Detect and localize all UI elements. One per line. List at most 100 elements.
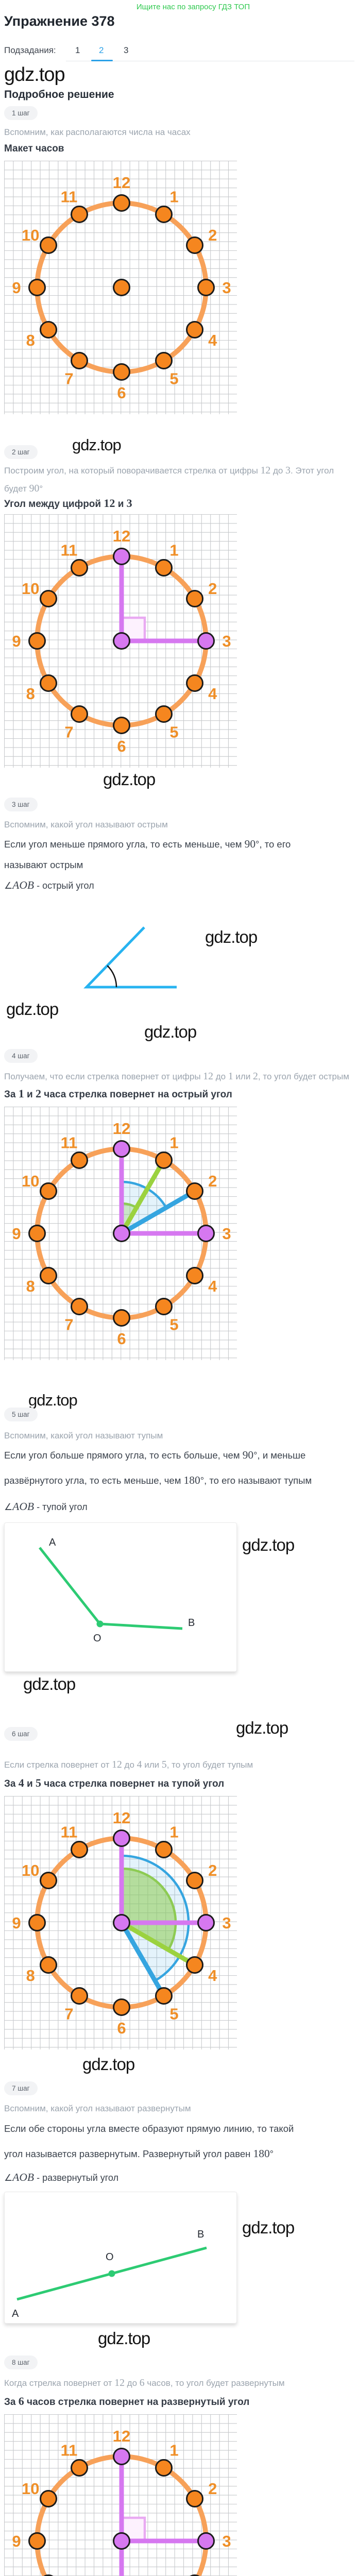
watermark: gdz.top — [144, 1022, 197, 1041]
watermark: gdz.top — [28, 1391, 78, 1409]
svg-text:B: B — [197, 2229, 204, 2240]
step-heading-6: За 4 и 5 часа стрелка повернет на тупой … — [4, 1776, 225, 1789]
step-heading-1: Макет часов — [4, 143, 64, 154]
svg-text:8: 8 — [26, 331, 35, 349]
svg-text:10: 10 — [22, 1172, 39, 1190]
watermark: gdz.top — [23, 1674, 76, 1693]
svg-text:6: 6 — [117, 1330, 126, 1348]
svg-text:11: 11 — [61, 1823, 78, 1841]
svg-text:7: 7 — [64, 2005, 73, 2023]
svg-text:2: 2 — [208, 580, 217, 598]
svg-text:1: 1 — [169, 2441, 178, 2459]
svg-text:2: 2 — [208, 1861, 217, 1879]
watermark: gdz.top — [6, 999, 59, 1019]
step-note-2: Построим угол, на который поворачивается… — [4, 465, 334, 494]
step-note-7: Вспомним, какой угол называют развернуты… — [4, 2104, 191, 2113]
step-heading-2: Угол между цифрой 12 и 3 — [4, 497, 132, 510]
clock-face-1: 1 2 3 4 5 6 7 8 9 10 11 12 — [4, 160, 237, 414]
svg-text:11: 11 — [61, 2441, 78, 2459]
svg-text:6: 6 — [117, 2019, 126, 2037]
active-tab-underline — [91, 60, 113, 61]
svg-text:9: 9 — [12, 279, 21, 297]
svg-text:2: 2 — [208, 226, 217, 244]
svg-text:9: 9 — [12, 2532, 21, 2550]
subtasks-label: Подзадания: — [4, 45, 56, 55]
watermark: gdz.top — [72, 436, 122, 454]
svg-text:4: 4 — [208, 1967, 217, 1985]
svg-text:2: 2 — [208, 2480, 217, 2498]
svg-text:1: 1 — [169, 1133, 178, 1151]
svg-text:5: 5 — [169, 2005, 178, 2023]
step-note-4: Получаем, что если стрелка повернет от ц… — [4, 1071, 349, 1082]
step-badge-1: 1 шаг — [4, 106, 38, 120]
watermark: gdz.top — [205, 927, 258, 946]
svg-text:1: 1 — [169, 541, 178, 559]
tab-subtask-2[interactable]: 2 — [99, 45, 104, 55]
watermark: gdz.top — [242, 1535, 295, 1554]
svg-text:9: 9 — [12, 632, 21, 650]
svg-text:7: 7 — [64, 723, 73, 741]
step-note-6: Если стрелка повернет от 12 до 4 или 5, … — [4, 1759, 253, 1770]
step-badge-8: 8 шаг — [4, 2355, 38, 2369]
svg-text:10: 10 — [22, 1861, 39, 1879]
svg-text:2: 2 — [208, 1172, 217, 1190]
watermark: gdz.top — [103, 770, 156, 789]
svg-text:1: 1 — [169, 1823, 178, 1841]
step-badge-4: 4 шаг — [4, 1049, 38, 1063]
step-badge-7: 7 шаг — [4, 2081, 38, 2095]
step-note-3: Вспомним, какой угол называют острым — [4, 820, 168, 829]
svg-text:5: 5 — [169, 370, 178, 388]
svg-text:3: 3 — [222, 279, 231, 297]
tab-subtask-3[interactable]: 3 — [124, 45, 129, 55]
obtuse-angle-figure: A O B — [4, 1522, 237, 1672]
clock-face-2: 1 2 3 4 5 6 7 8 9 10 11 12 — [4, 514, 237, 768]
svg-text:O: O — [93, 1633, 101, 1644]
svg-text:8: 8 — [26, 1277, 35, 1295]
svg-text:4: 4 — [208, 685, 217, 703]
step-heading-4: За 1 и 2 часа стрелка повернет на острый… — [4, 1087, 232, 1100]
svg-text:6: 6 — [117, 737, 126, 755]
svg-text:3: 3 — [222, 1225, 231, 1243]
angle-formula-acute: ∠AOB - острый угол — [4, 879, 94, 891]
straight-angle-figure: A O B — [4, 2192, 237, 2324]
svg-text:9: 9 — [12, 1914, 21, 1932]
svg-text:10: 10 — [22, 580, 39, 598]
solution-heading: Подробное решение — [4, 89, 114, 100]
svg-text:1: 1 — [169, 188, 178, 206]
watermark: gdz.top — [82, 2055, 135, 2074]
acute-angle-figure — [4, 901, 237, 996]
step-badge-5: 5 шаг — [4, 1408, 38, 1421]
svg-text:12: 12 — [113, 2427, 130, 2445]
svg-text:12: 12 — [113, 1120, 130, 1138]
svg-text:10: 10 — [22, 226, 39, 244]
watermark: gdz.top — [242, 2218, 295, 2237]
watermark: gdz.top — [98, 2329, 150, 2348]
clock-face-3: 1 2 3 4 5 6 7 8 9 10 11 12 — [4, 1106, 237, 1360]
svg-text:12: 12 — [113, 1809, 130, 1827]
svg-text:O: O — [106, 2251, 114, 2263]
step-body-5: Если угол больше прямого угла, то есть б… — [4, 1449, 312, 1486]
svg-text:11: 11 — [61, 541, 78, 559]
svg-text:12: 12 — [113, 527, 130, 545]
svg-text:3: 3 — [222, 632, 231, 650]
step-note-8: Когда стрелка повернет от 12 до 6 часов,… — [4, 2377, 285, 2388]
svg-text:7: 7 — [64, 1316, 73, 1334]
svg-text:3: 3 — [222, 2532, 231, 2550]
svg-text:9: 9 — [12, 1225, 21, 1243]
watermark: gdz.top — [4, 64, 65, 86]
tab-subtask-1[interactable]: 1 — [75, 45, 80, 55]
step-badge-6: 6 шаг — [4, 1727, 38, 1741]
page-title: Упражнение 378 — [4, 13, 115, 29]
step-note-1: Вспомним, как располагаются числа на час… — [4, 127, 191, 137]
svg-text:4: 4 — [208, 1277, 217, 1295]
svg-text:8: 8 — [26, 1967, 35, 1985]
step-heading-8: За 6 часов стрелка повернет на развернут… — [4, 2395, 250, 2408]
svg-text:A: A — [49, 1537, 56, 1548]
step-body-7: Если обе стороны угла вместе образуют пр… — [4, 2123, 294, 2160]
angle-formula-obtuse: ∠AOB - тупой угол — [4, 1500, 88, 1513]
svg-text:5: 5 — [169, 723, 178, 741]
watermark: gdz.top — [236, 1718, 288, 1737]
step-body-3: Если угол меньше прямого угла, то есть м… — [4, 838, 291, 870]
svg-text:11: 11 — [61, 188, 78, 206]
